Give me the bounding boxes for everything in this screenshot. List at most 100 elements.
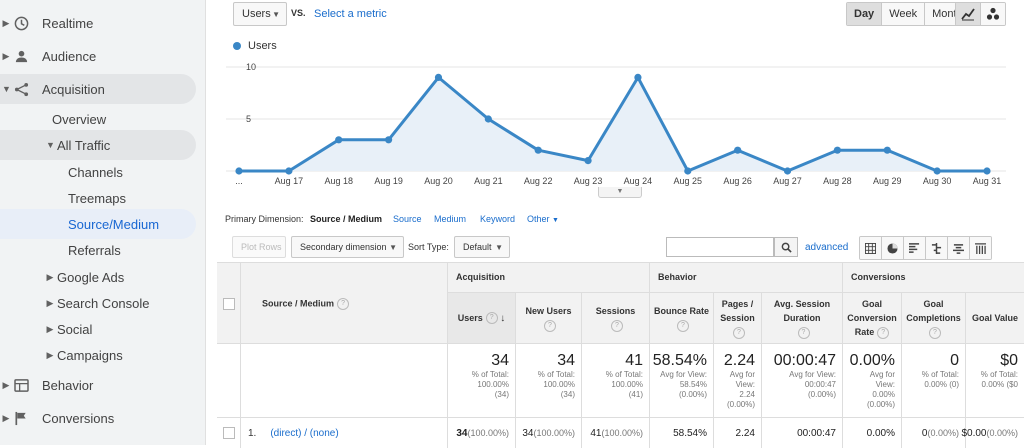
dimension-source[interactable]: Source (393, 214, 422, 224)
help-icon: ? (797, 326, 810, 339)
col-new-users[interactable]: New Users? (516, 293, 582, 344)
flag-icon (13, 410, 29, 426)
x-tick-label: Aug 29 (873, 176, 902, 186)
dimension-other[interactable]: Other ▼ (527, 214, 559, 224)
total-note: % of Total: (605, 370, 643, 379)
col-goal-value[interactable]: Goal Value (966, 293, 1024, 344)
sort-type-label: Sort Type: (408, 242, 449, 252)
sidebar-item-treemaps[interactable]: Treemaps (68, 190, 127, 206)
col-goal-completions[interactable]: Goal Completions? (902, 293, 966, 344)
data-point (385, 136, 393, 144)
col-bounce-rate[interactable]: Bounce Rate? (650, 293, 714, 344)
sidebar-item-referrals[interactable]: Referrals (68, 242, 121, 258)
chart-type-toggle (955, 2, 1006, 26)
dimension-source-medium[interactable]: Source / Medium (310, 214, 383, 224)
sidebar-item-google-ads[interactable]: ▶ Google Ads (46, 269, 125, 285)
col-avg-session-duration[interactable]: Avg. Session Duration? (762, 293, 843, 344)
dropdown-arrow-icon: ▼ (552, 217, 559, 224)
row-cell-value: 34 (522, 427, 534, 439)
x-tick-label: Aug 26 (723, 176, 752, 186)
col-sessions[interactable]: Sessions? (582, 293, 650, 344)
total-note: (0.00%) (726, 400, 755, 409)
advanced-link[interactable]: advanced (805, 242, 849, 253)
series-line-users (239, 75, 987, 173)
select-metric-link[interactable]: Select a metric (314, 8, 387, 20)
total-note: 58.54% (679, 380, 707, 389)
sidebar-item-realtime[interactable]: ▶ Realtime (2, 15, 94, 31)
pie-view-icon[interactable] (882, 237, 904, 259)
caret-right-icon: ▶ (2, 50, 10, 61)
source-medium-header[interactable]: Source / Medium? (241, 263, 448, 344)
chart-resize-handle[interactable]: ▼ (598, 187, 642, 198)
help-icon: ? (929, 326, 941, 339)
dimension-medium[interactable]: Medium (434, 214, 467, 224)
sidebar-item-source-medium[interactable]: Source/Medium (0, 209, 196, 239)
row-source-medium-link[interactable]: (direct) / (none) (270, 427, 339, 439)
col-users[interactable]: Users? ↓ (448, 293, 516, 344)
row-index: 1. (248, 427, 257, 439)
total-cell: $0% of Total: 0.00% ($0 (966, 344, 1024, 418)
help-icon: ? (544, 319, 556, 332)
sidebar-item-conversions[interactable]: ▶ Conversions (2, 410, 115, 426)
select-all-checkbox[interactable] (223, 298, 235, 310)
help-icon: ? (733, 326, 745, 339)
sidebar-item-campaigns[interactable]: ▶ Campaigns (46, 347, 123, 363)
sort-desc-icon: ↓ (500, 312, 506, 324)
dropdown-arrow-icon: ▼ (272, 9, 280, 19)
term-cloud-view-icon[interactable] (948, 237, 970, 259)
row-cell-percent: (0.00%) (927, 428, 959, 438)
group-conversions: Conversions (843, 263, 1024, 293)
data-point (285, 167, 293, 175)
acquisition-icon (13, 81, 29, 97)
data-point (684, 167, 692, 175)
sidebar-item-overview[interactable]: Overview (52, 111, 107, 127)
period-day-button[interactable]: Day (847, 3, 883, 25)
vs-label: VS. (291, 8, 306, 18)
caret-right-icon: ▶ (46, 349, 54, 360)
total-note: 100.00% (611, 380, 643, 389)
row-cell-percent: (0.00%) (986, 428, 1018, 438)
metric-select[interactable]: Users ▼ (233, 2, 287, 26)
period-week-button[interactable]: Week (882, 3, 926, 25)
help-icon: ? (877, 326, 890, 339)
line-chart-icon[interactable] (956, 3, 981, 25)
sidebar-item-audience[interactable]: ▶ Audience (2, 48, 97, 64)
sidebar-item-search-console[interactable]: ▶ Search Console (46, 295, 150, 311)
sidebar-item-behavior[interactable]: ▶ Behavior (2, 377, 94, 393)
x-tick-label: Aug 31 (973, 176, 1002, 186)
x-tick-label: Aug 21 (474, 176, 503, 186)
sort-type-select[interactable]: Default ▼ (454, 236, 510, 258)
plot-rows-button[interactable]: Plot Rows (232, 236, 286, 258)
total-note: 2.24 (739, 390, 755, 399)
comparison-view-icon[interactable] (926, 237, 948, 259)
pivot-view-icon[interactable] (970, 237, 991, 259)
dimension-keyword[interactable]: Keyword (480, 214, 516, 224)
performance-view-icon[interactable] (904, 237, 926, 259)
row-cell-value: 0 (921, 427, 928, 439)
legend-swatch (233, 42, 241, 50)
group-acquisition: Acquisition (448, 263, 650, 293)
search-icon[interactable] (774, 237, 798, 257)
sidebar-item-social[interactable]: ▶ Social (46, 321, 93, 337)
help-icon: ? (485, 312, 498, 325)
table-view-icon[interactable] (860, 237, 882, 259)
x-tick-label: Aug 24 (624, 176, 653, 186)
data-point (634, 73, 642, 81)
motion-chart-icon[interactable] (981, 3, 1005, 25)
total-cell: 0% of Total: 0.00% (0) (902, 344, 966, 418)
report-main: Users ▼ VS. Select a metric Day Week Mon… (206, 0, 1024, 448)
row-cell: 58.54% (650, 418, 714, 448)
total-value: 34 (557, 352, 575, 369)
x-tick-label: Aug 17 (275, 176, 304, 186)
col-goal-conversion-rate[interactable]: Goal Conversion Rate? (843, 293, 902, 344)
total-value: 41 (625, 352, 643, 369)
sidebar-item-acquisition[interactable]: ▼ Acquisition (0, 74, 196, 104)
row-checkbox[interactable] (223, 427, 235, 439)
col-pages-session[interactable]: Pages / Session? (714, 293, 762, 344)
sidebar-item-all-traffic[interactable]: ▼ All Traffic (0, 130, 196, 160)
sidebar-item-channels[interactable]: Channels (68, 164, 123, 180)
behavior-icon (13, 377, 29, 393)
secondary-dimension-select[interactable]: Secondary dimension ▼ (291, 236, 404, 258)
total-note: View: (875, 380, 895, 389)
table-search-input[interactable] (666, 237, 774, 257)
